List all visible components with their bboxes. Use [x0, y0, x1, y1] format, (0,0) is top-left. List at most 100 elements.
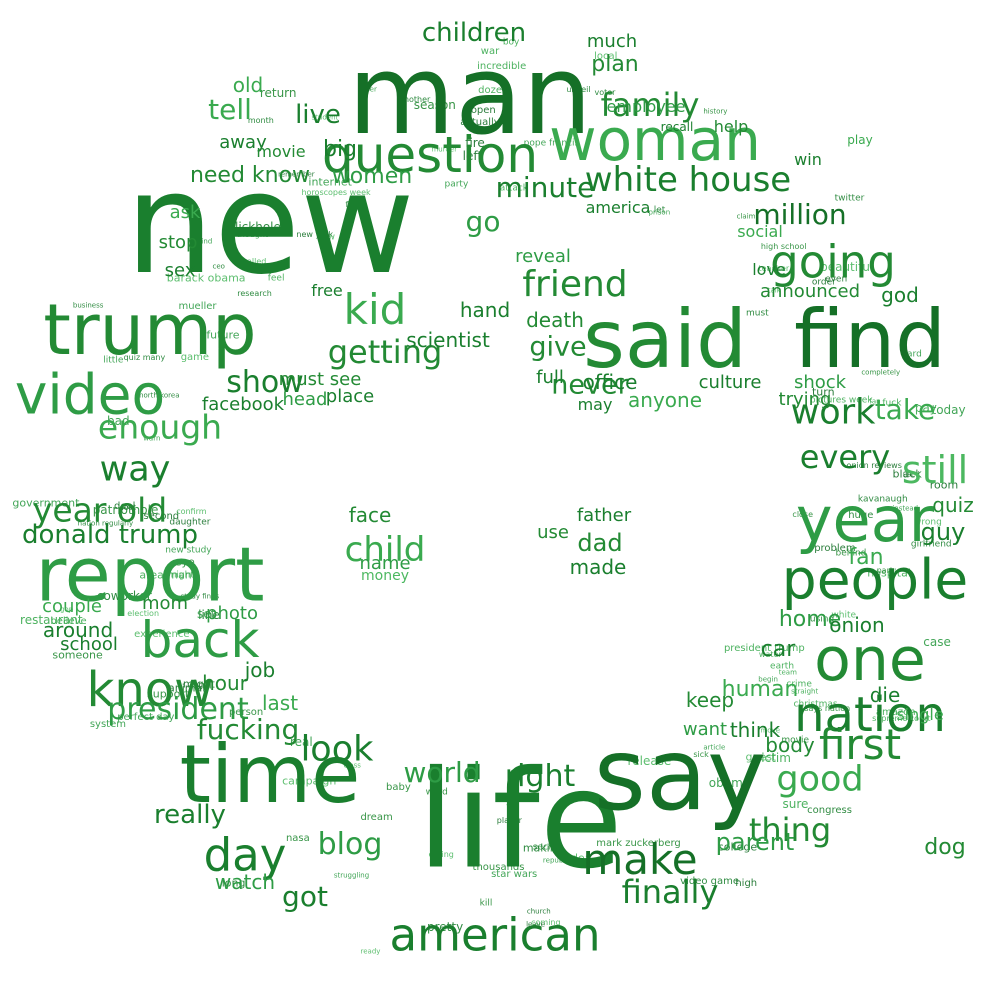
word: wrong: [914, 517, 942, 528]
word: part: [876, 565, 893, 575]
word: feel: [267, 273, 285, 284]
word: hospital: [867, 566, 911, 580]
word: big: [322, 137, 358, 162]
word: office: [582, 370, 638, 394]
word: party: [444, 179, 469, 190]
word: said: [583, 293, 747, 386]
word: horoscopes week: [301, 188, 371, 198]
word: work: [790, 392, 876, 433]
word: supreme court: [872, 714, 931, 724]
word: support: [146, 687, 190, 701]
word: dog: [924, 835, 966, 860]
word: kavanaugh: [857, 494, 908, 505]
word: live: [295, 100, 341, 130]
word: take: [874, 393, 936, 426]
word: enough: [97, 407, 223, 447]
word: twitter: [834, 193, 865, 204]
word: says nation: [804, 704, 851, 713]
word: car: [760, 637, 796, 662]
word: million: [753, 198, 847, 231]
word: eating: [428, 850, 454, 860]
word: still: [901, 448, 969, 492]
word: fan: [869, 397, 881, 406]
word: unveil: [566, 84, 591, 94]
word: scientist: [406, 328, 490, 352]
word: believe: [50, 615, 87, 627]
word: thought: [236, 229, 269, 239]
word: close: [792, 509, 814, 519]
word: instead: [892, 504, 919, 513]
word: made: [569, 555, 627, 579]
word: church: [526, 907, 551, 916]
word: clickhole: [228, 219, 281, 234]
word: straight: [791, 687, 819, 696]
word: free: [311, 281, 343, 300]
word: actually: [460, 116, 500, 128]
word: minute: [495, 171, 595, 204]
word: article: [703, 743, 726, 752]
word: donald trump: [21, 520, 199, 550]
word: high: [735, 878, 758, 890]
word: full: [536, 367, 564, 388]
word: mueller: [178, 301, 217, 313]
word: secret: [532, 842, 561, 853]
word: recall: [660, 120, 694, 134]
word: show: [226, 365, 304, 400]
word: think: [729, 718, 781, 742]
word: place: [325, 386, 375, 407]
word: student: [311, 113, 339, 122]
word: mark zuckerberg: [596, 838, 681, 850]
word: pope francis: [523, 138, 580, 149]
word: god: [881, 283, 919, 307]
word: dozen: [478, 85, 509, 97]
word: election: [127, 609, 160, 619]
word: huge: [848, 509, 874, 521]
word: trump: [43, 289, 257, 371]
word: find: [794, 293, 946, 386]
word: future: [206, 328, 240, 342]
word: couple: [42, 596, 102, 617]
word: finally: [621, 873, 719, 911]
word: begin: [758, 675, 778, 684]
word: family: [600, 86, 700, 124]
word: every: [799, 438, 891, 476]
word: sick: [693, 750, 709, 760]
word: social: [737, 222, 783, 241]
word: play: [847, 133, 873, 147]
word: fucking: [196, 713, 300, 746]
word: left: [462, 148, 483, 163]
word: know: [86, 662, 214, 718]
word: baby: [386, 781, 411, 793]
word: parent: [715, 828, 795, 856]
word: back: [140, 611, 260, 669]
word: video game: [680, 875, 740, 887]
word: daughter: [169, 517, 211, 528]
word: claim: [736, 212, 756, 221]
word: behind: [835, 548, 867, 559]
word: report: [35, 530, 265, 619]
word: money: [361, 568, 409, 584]
word: death: [526, 308, 584, 332]
word: month: [247, 116, 274, 126]
word: movie: [256, 142, 306, 161]
word: christmas: [793, 699, 838, 710]
word: leave: [526, 920, 546, 929]
word: problem: [814, 543, 856, 555]
word: mother: [401, 95, 431, 105]
word: really: [154, 800, 226, 830]
word: last: [261, 691, 299, 715]
word: murder: [431, 145, 458, 154]
word: person: [228, 706, 264, 718]
word: long: [221, 876, 246, 890]
word: beautiful: [820, 260, 874, 275]
word: shock: [793, 372, 847, 393]
word: fan: [848, 545, 884, 570]
word: time: [179, 728, 361, 821]
word: ftw: [321, 232, 335, 243]
word: team: [778, 668, 797, 677]
word: pictures week: [809, 395, 873, 406]
word: give: [529, 331, 587, 363]
word: human: [721, 677, 799, 702]
word: black: [892, 467, 922, 481]
word: american: [389, 908, 601, 962]
